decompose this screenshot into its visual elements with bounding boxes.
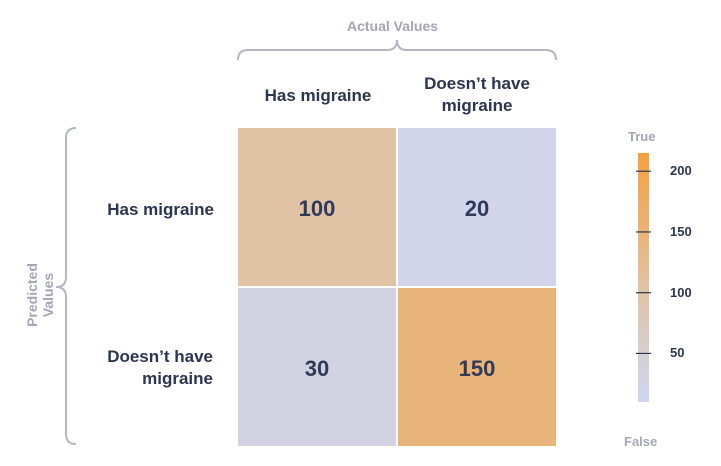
x-axis-title: Actual Values <box>347 18 439 34</box>
predicted-values-bracket <box>55 127 77 445</box>
cell-value-doesnt-doesnt: 150 <box>458 356 496 381</box>
y-axis-title: Predicted Values <box>24 263 56 327</box>
column-label-has-migraine: Has migraine <box>264 86 372 105</box>
colorbar-tick-label-100: 100 <box>670 284 692 300</box>
heatmap-cells <box>238 128 556 446</box>
cell-value-has-has: 100 <box>298 196 336 221</box>
colorbar-tick-label-50: 50 <box>670 345 685 361</box>
heatmap-cell-r1-c1 <box>398 288 556 446</box>
colorbar <box>638 153 649 402</box>
actual-values-bracket <box>237 39 557 61</box>
colorbar-tick-label-200: 200 <box>670 163 692 179</box>
row-label-doesnt-have-migraine: Doesn’t have migraine <box>107 347 213 388</box>
row-label-has-migraine: Has migraine <box>107 200 214 219</box>
colorbar-bottom-label: False <box>624 434 658 449</box>
colorbar-tick-label-150: 150 <box>670 223 692 239</box>
column-label-doesnt-have-migraine: Doesn’t have migraine <box>424 74 530 115</box>
heatmap-cell-r0-c1 <box>398 128 556 286</box>
cell-value-has-doesnt: 20 <box>464 196 490 221</box>
heatmap-cell-r0-c0 <box>238 128 396 286</box>
heatmap-cell-r1-c0 <box>238 288 396 446</box>
colorbar-top-label: True <box>628 129 656 144</box>
cell-value-doesnt-has: 30 <box>304 356 330 381</box>
colorbar-ticks <box>636 170 651 355</box>
